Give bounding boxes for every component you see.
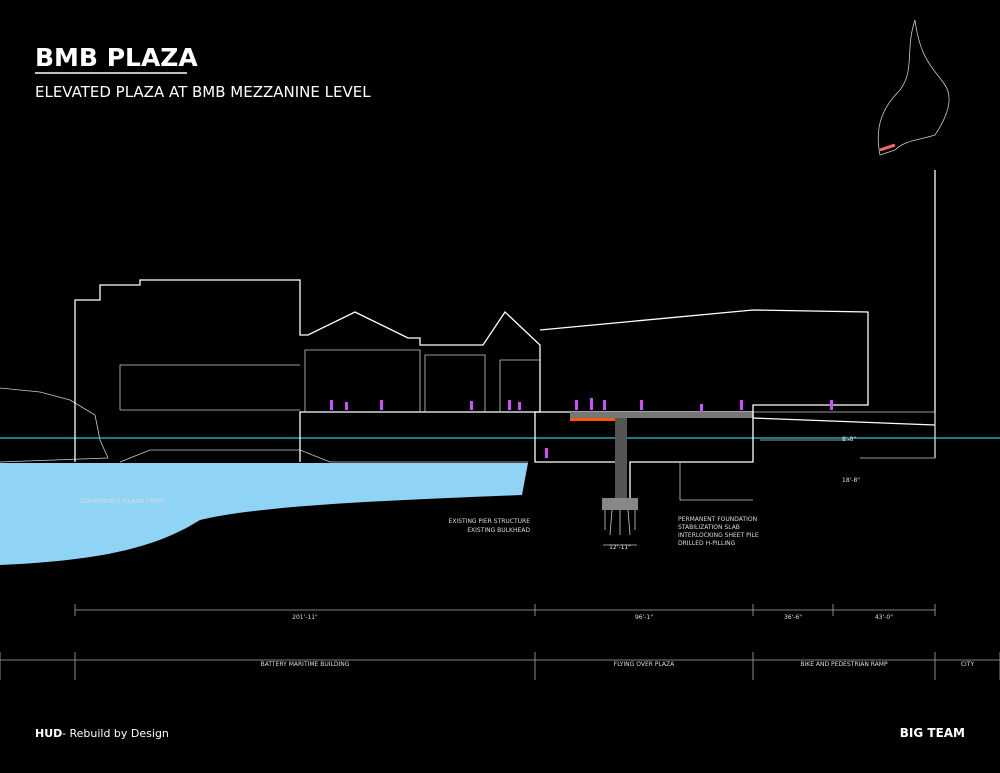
ticks — [0, 604, 1000, 680]
piles — [604, 509, 636, 536]
dimension-label: 36'-6" — [784, 614, 802, 621]
ramp — [539, 309, 936, 426]
bulkhead-label: EXISTING BULKHEAD — [467, 527, 530, 534]
zone-label: BATTERY MARITIME BUILDING — [261, 661, 350, 668]
dimension-label: 18'-8" — [842, 477, 860, 484]
foundation-label: INTERLOCKING SHEET PILE — [678, 532, 759, 539]
foundation — [602, 498, 638, 510]
zone-label: FLYING OVER PLAZA — [614, 661, 675, 668]
maritime-building — [74, 279, 541, 462]
ferry-label: GOVERNOR'S ISLAND FERRY — [80, 498, 165, 505]
zone-label: BIKE AND PEDESTRIAN RAMP — [800, 661, 888, 668]
footer-client: HUD — [35, 727, 62, 740]
building-interior — [119, 349, 540, 412]
water — [0, 463, 528, 565]
foundation-label: DRILLED H-PILLING — [678, 540, 736, 547]
key-map-highlight — [879, 143, 896, 152]
footer-program: - Rebuild by Design — [62, 727, 169, 740]
plaza-light — [570, 418, 615, 421]
dimension-label: 43'-0" — [875, 614, 893, 621]
people — [330, 398, 833, 458]
dimension-label: 8'-8" — [842, 436, 856, 443]
footer-team: BIG TEAM — [900, 726, 965, 740]
dimension-label: 96'-1" — [635, 614, 653, 621]
dimension-label: 12'-11" — [609, 544, 631, 551]
title: BMB PLAZA — [35, 43, 198, 72]
foundation-label: PERMANENT FOUNDATION — [678, 516, 757, 523]
dimension-label: 201'-11" — [292, 614, 318, 621]
plaza-column — [615, 418, 627, 498]
plaza-deck — [570, 412, 753, 418]
ramp-structure — [679, 411, 936, 501]
key-map — [877, 19, 950, 156]
ferry — [0, 387, 109, 463]
zone-label: CITY — [961, 661, 975, 668]
foundation-label: STABILIZATION SLAB — [678, 524, 740, 531]
subtitle: ELEVATED PLAZA AT BMB MEZZANINE LEVEL — [35, 83, 371, 101]
pier-label: EXISTING PIER STRUCTURE — [449, 518, 531, 525]
